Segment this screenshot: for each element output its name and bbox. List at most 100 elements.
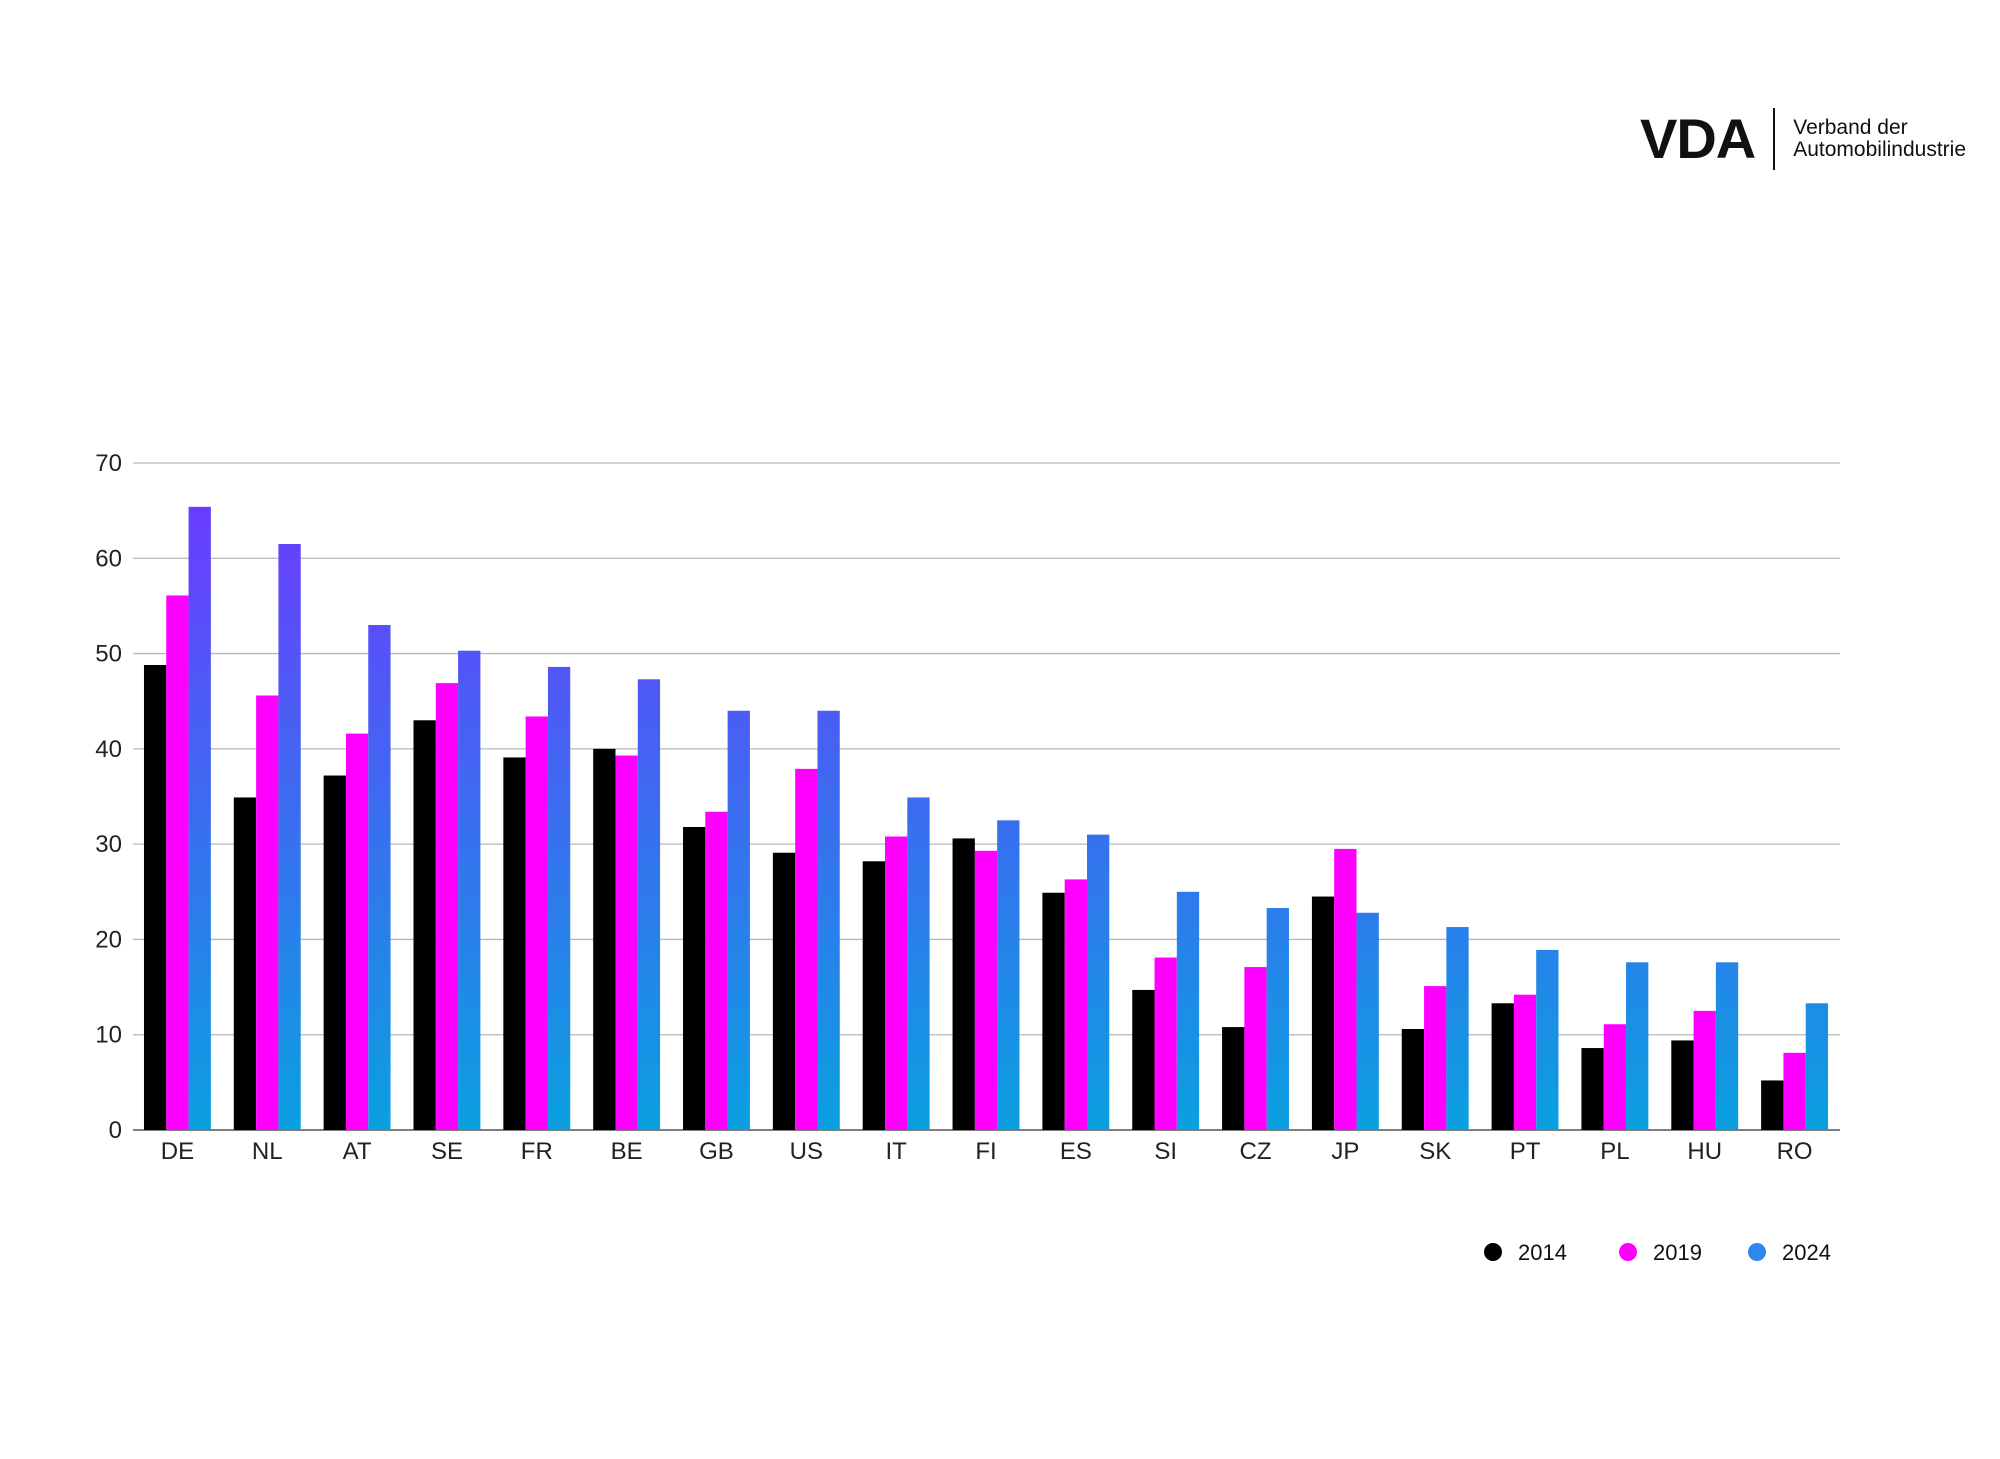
bar-SI-2014: [1132, 989, 1155, 1130]
y-tick-label: 70: [95, 450, 122, 477]
bar-GB-2019: [705, 811, 728, 1130]
legend-label-2019: 2019: [1653, 1240, 1702, 1265]
x-tick-label: IT: [885, 1138, 907, 1165]
bar-GB-2024: [727, 710, 750, 1130]
bar-DE-2014: [143, 665, 167, 1130]
x-tick-label: SI: [1154, 1138, 1177, 1165]
y-tick-label: 60: [95, 545, 122, 572]
bar-AT-2024: [368, 624, 391, 1130]
bar-BE-2014: [593, 748, 616, 1130]
bar-CZ-2019: [1244, 967, 1267, 1130]
bar-HU-2014: [1671, 1040, 1694, 1130]
bar-SI-2024: [1176, 891, 1200, 1130]
bar-BE-2019: [615, 755, 638, 1130]
bar-SK-2014: [1401, 1028, 1425, 1130]
bar-US-2014: [772, 852, 796, 1130]
x-tick-label: HU: [1687, 1138, 1722, 1165]
bar-GB-2014: [683, 826, 706, 1130]
x-tick-label: GB: [699, 1138, 734, 1165]
x-tick-label: PT: [1510, 1138, 1541, 1165]
bar-FR-2019: [525, 716, 548, 1130]
logo-tagline-line1: Verband der: [1793, 116, 1908, 139]
bars: [143, 506, 1829, 1130]
y-tick-label: 0: [109, 1117, 122, 1144]
vda-logo: VDA Verband der Automobilindustrie: [1640, 108, 1966, 170]
legend-marker-2019: [1619, 1243, 1637, 1261]
bar-PT-2024: [1536, 949, 1559, 1130]
legend: 2014 2019 2024: [1484, 1240, 1831, 1265]
bar-ES-2024: [1086, 834, 1110, 1130]
bar-IT-2019: [885, 836, 908, 1130]
x-tick-label: JP: [1331, 1138, 1359, 1165]
y-tick-label: 40: [95, 736, 122, 763]
x-tick-label: DE: [161, 1138, 194, 1165]
bar-SE-2019: [435, 683, 459, 1130]
bar-NL-2019: [256, 695, 279, 1130]
bar-FI-2019: [974, 850, 998, 1130]
bar-US-2024: [817, 710, 840, 1130]
bar-PL-2024: [1626, 962, 1649, 1130]
bar-NL-2014: [233, 797, 257, 1130]
bar-JP-2019: [1334, 848, 1357, 1130]
x-tick-label: PL: [1600, 1138, 1629, 1165]
y-tick-label: 10: [95, 1022, 122, 1049]
x-tick-label: SK: [1419, 1138, 1451, 1165]
bar-DE-2019: [166, 595, 189, 1130]
bar-SK-2019: [1424, 986, 1447, 1130]
y-tick-label: 20: [95, 926, 122, 953]
bar-JP-2014: [1311, 896, 1335, 1130]
bar-FI-2024: [997, 820, 1020, 1130]
bar-PT-2019: [1513, 994, 1537, 1130]
bar-PL-2014: [1581, 1048, 1604, 1130]
bar-CZ-2024: [1266, 907, 1289, 1130]
bar-AT-2014: [323, 775, 346, 1130]
y-axis-ticks: 0 10 20 30 40 50 60 70: [95, 450, 122, 1144]
bar-RO-2019: [1783, 1052, 1806, 1130]
x-axis-ticks: DE NL AT SE FR BE GB US IT FI ES SI CZ JP SK PT PL HU RO: [161, 1138, 1813, 1165]
bar-DE-2024: [188, 506, 211, 1130]
y-tick-label: 50: [95, 641, 122, 668]
bar-ES-2019: [1064, 879, 1087, 1130]
bar-NL-2024: [278, 543, 301, 1130]
bar-IT-2014: [862, 861, 886, 1130]
bar-CZ-2014: [1222, 1027, 1245, 1130]
x-tick-label: AT: [343, 1138, 372, 1165]
bar-FI-2014: [952, 838, 975, 1130]
x-tick-label: BE: [611, 1138, 643, 1165]
bar-IT-2024: [907, 797, 930, 1130]
bar-SE-2024: [458, 650, 481, 1130]
bar-US-2019: [795, 768, 818, 1130]
x-tick-label: FR: [521, 1138, 553, 1165]
legend-label-2014: 2014: [1518, 1240, 1567, 1265]
bar-ES-2014: [1042, 892, 1065, 1130]
logo-tagline-line2: Automobilindustrie: [1793, 138, 1966, 161]
bar-JP-2024: [1356, 912, 1379, 1130]
x-tick-label: CZ: [1240, 1138, 1272, 1165]
logo-divider: [1773, 108, 1776, 170]
legend-marker-2014: [1484, 1243, 1502, 1261]
bar-SE-2014: [413, 720, 436, 1130]
bar-PT-2014: [1491, 1003, 1514, 1130]
x-tick-label: SE: [431, 1138, 463, 1165]
bar-HU-2019: [1693, 1010, 1716, 1130]
logo-mark: VDA: [1640, 107, 1756, 170]
bar-PL-2019: [1603, 1024, 1627, 1130]
bar-BE-2024: [637, 679, 661, 1130]
bar-AT-2019: [345, 733, 369, 1130]
bar-RO-2024: [1805, 1003, 1829, 1130]
x-tick-label: US: [790, 1138, 823, 1165]
x-tick-label: RO: [1777, 1138, 1813, 1165]
bar-RO-2014: [1761, 1080, 1784, 1130]
y-tick-label: 30: [95, 831, 122, 858]
x-tick-label: FI: [975, 1138, 996, 1165]
bar-FR-2014: [503, 757, 526, 1130]
bar-FR-2024: [547, 666, 571, 1130]
x-tick-label: NL: [252, 1138, 283, 1165]
legend-label-2024: 2024: [1782, 1240, 1831, 1265]
bar-HU-2024: [1715, 962, 1739, 1130]
bar-SK-2024: [1446, 927, 1469, 1130]
logo-tagline: Verband der Automobilindustrie: [1793, 117, 1966, 161]
x-tick-label: ES: [1060, 1138, 1092, 1165]
bar-SI-2019: [1154, 957, 1177, 1130]
